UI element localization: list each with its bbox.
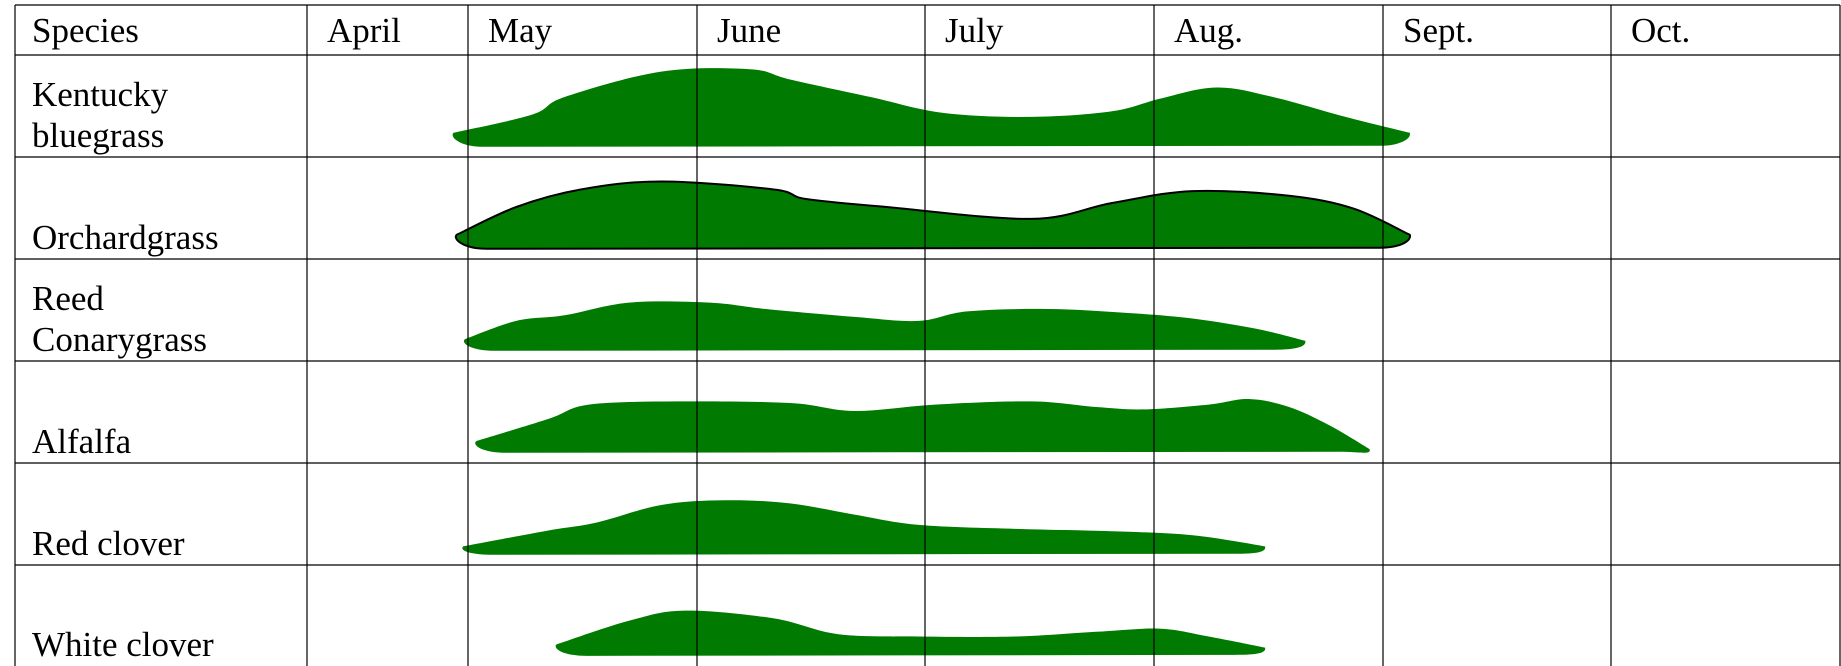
species-label: Conarygrass [32, 320, 207, 359]
species-label: bluegrass [32, 116, 164, 155]
month-header: Aug. [1174, 11, 1243, 50]
month-header: Oct. [1631, 11, 1690, 50]
species-label: Kentucky [32, 75, 169, 114]
species-label: Alfalfa [32, 422, 132, 461]
growth-shape [555, 610, 1266, 656]
month-header: May [488, 11, 553, 50]
species-label: Orchardgrass [32, 218, 219, 257]
species-label: Reed [32, 279, 104, 318]
table-labels: Species April May June July Aug. Sept. Oct. Kent… [32, 11, 1690, 664]
growth-shape [452, 68, 1411, 147]
growth-shape [463, 301, 1306, 351]
growth-shape [462, 500, 1266, 555]
month-header: April [327, 11, 401, 50]
species-label: White clover [32, 625, 214, 664]
month-header: June [717, 11, 781, 50]
growth-shape [475, 398, 1370, 453]
table-grid [14, 4, 1841, 666]
species-header: Species [32, 11, 139, 50]
species-label: Red clover [32, 524, 185, 563]
month-header: July [945, 11, 1004, 50]
month-header: Sept. [1403, 11, 1474, 50]
growth-shape [454, 180, 1411, 250]
growth-shapes [452, 68, 1411, 656]
